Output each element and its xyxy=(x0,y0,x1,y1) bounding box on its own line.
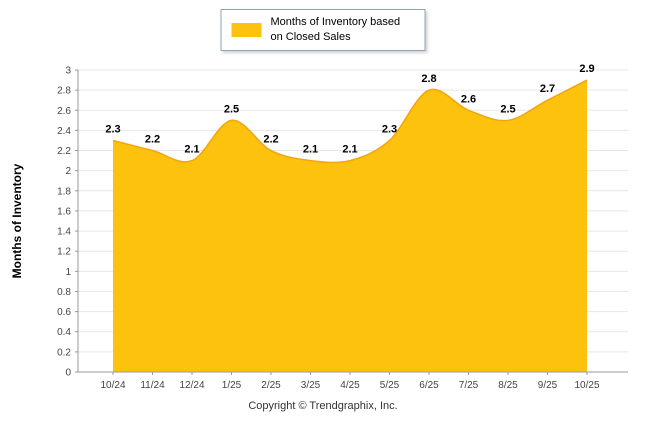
y-axis-title: Months of Inventory xyxy=(10,163,24,279)
svg-text:2: 2 xyxy=(65,166,71,177)
svg-text:2.1: 2.1 xyxy=(184,144,199,156)
svg-text:9/25: 9/25 xyxy=(538,380,558,391)
svg-text:2.5: 2.5 xyxy=(224,103,239,115)
svg-text:2.2: 2.2 xyxy=(57,146,71,157)
svg-text:2/25: 2/25 xyxy=(261,380,281,391)
svg-text:0.8: 0.8 xyxy=(57,287,71,298)
svg-text:0: 0 xyxy=(65,368,71,379)
svg-text:5/25: 5/25 xyxy=(380,380,400,391)
svg-text:10/25: 10/25 xyxy=(574,380,599,391)
svg-text:3/25: 3/25 xyxy=(301,380,321,391)
svg-text:1.8: 1.8 xyxy=(57,186,71,197)
svg-text:10/24: 10/24 xyxy=(100,380,125,391)
svg-text:2.2: 2.2 xyxy=(145,134,160,146)
svg-text:2.2: 2.2 xyxy=(263,134,278,146)
svg-text:2.6: 2.6 xyxy=(57,106,71,117)
svg-text:0.6: 0.6 xyxy=(57,307,71,318)
svg-text:8/25: 8/25 xyxy=(498,380,518,391)
svg-text:11/24: 11/24 xyxy=(140,380,165,391)
svg-text:1.4: 1.4 xyxy=(57,227,71,238)
svg-text:1.6: 1.6 xyxy=(57,206,71,217)
svg-text:1: 1 xyxy=(65,267,71,278)
legend-swatch xyxy=(231,22,262,37)
svg-text:2.1: 2.1 xyxy=(303,144,318,156)
svg-text:2.3: 2.3 xyxy=(105,123,120,135)
svg-text:2.1: 2.1 xyxy=(342,144,357,156)
svg-text:12/24: 12/24 xyxy=(179,380,204,391)
svg-text:0.2: 0.2 xyxy=(57,347,71,358)
legend: Months of Inventory based on Closed Sale… xyxy=(220,9,426,51)
svg-text:2.7: 2.7 xyxy=(540,83,555,95)
svg-text:2.3: 2.3 xyxy=(382,123,397,135)
svg-text:2.8: 2.8 xyxy=(57,86,71,97)
svg-text:2.9: 2.9 xyxy=(579,63,594,75)
legend-label: Months of Inventory based on Closed Sale… xyxy=(270,16,401,43)
svg-text:2.8: 2.8 xyxy=(421,73,436,85)
copyright-text: Copyright © Trendgraphix, Inc. xyxy=(248,400,398,412)
svg-text:7/25: 7/25 xyxy=(459,380,479,391)
svg-text:2.4: 2.4 xyxy=(57,126,71,137)
svg-text:1/25: 1/25 xyxy=(222,380,242,391)
svg-text:2.6: 2.6 xyxy=(461,93,476,105)
svg-text:2.5: 2.5 xyxy=(500,103,515,115)
svg-text:1.2: 1.2 xyxy=(57,247,71,258)
svg-text:6/25: 6/25 xyxy=(419,380,439,391)
svg-text:3: 3 xyxy=(65,66,71,77)
svg-text:0.4: 0.4 xyxy=(57,327,71,338)
svg-text:4/25: 4/25 xyxy=(340,380,360,391)
